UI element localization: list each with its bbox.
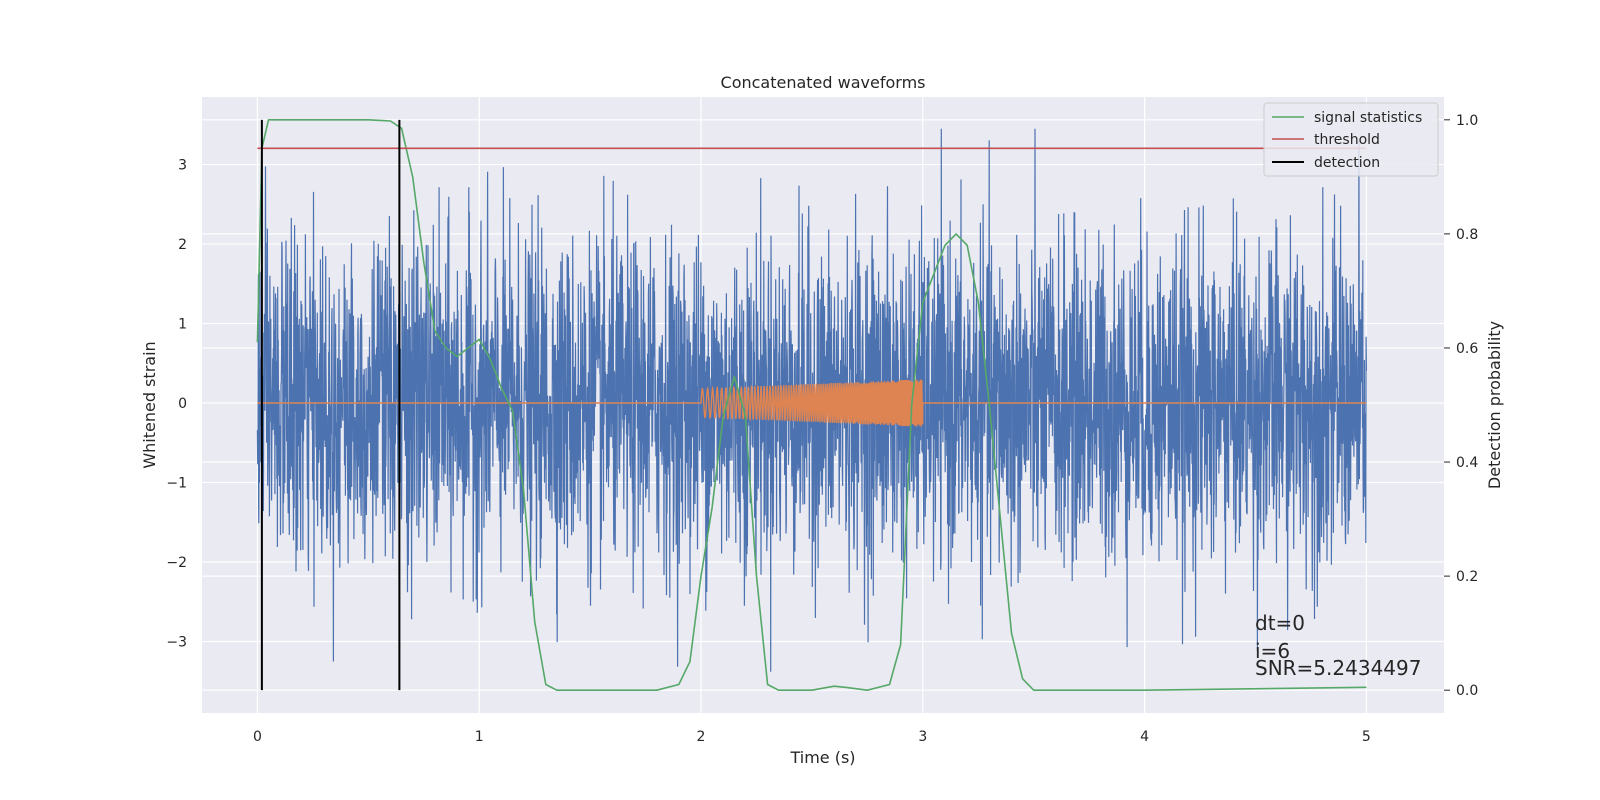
y-left-tick-labels: −3 −2 −1 0 1 2 3 xyxy=(166,158,187,651)
y-axis-left-label: Whitened strain xyxy=(140,341,159,468)
y-right-tick-label: 0.2 xyxy=(1456,569,1478,585)
x-tick-label: 3 xyxy=(918,729,927,745)
y-right-tick-labels: 0.0 0.2 0.4 0.6 0.8 1.0 xyxy=(1444,113,1478,699)
y-left-tick-label: 3 xyxy=(178,158,187,174)
x-tick-label: 0 xyxy=(253,729,262,745)
annotation-dt: dt=0 xyxy=(1255,611,1305,635)
legend-label-signal-statistics: signal statistics xyxy=(1314,110,1422,126)
y-axis-right-label: Detection probability xyxy=(1485,321,1504,489)
legend-label-threshold: threshold xyxy=(1314,132,1380,148)
y-left-tick-label: −3 xyxy=(166,634,187,650)
x-tick-label: 4 xyxy=(1140,729,1149,745)
x-tick-label: 1 xyxy=(475,729,484,745)
y-left-tick-label: 2 xyxy=(178,237,187,253)
annotation-snr: SNR=5.2434497 xyxy=(1255,656,1421,680)
y-right-tick-label: 0.0 xyxy=(1456,683,1478,699)
y-right-tick-label: 1.0 xyxy=(1456,113,1478,129)
legend: signal statistics threshold detection xyxy=(1263,102,1439,177)
plot-clip-group xyxy=(256,119,1368,692)
x-tick-labels: 0 1 2 3 4 5 xyxy=(253,729,1371,745)
y-left-tick-label: −1 xyxy=(166,475,187,491)
annotation-i: i=6 xyxy=(1255,639,1290,663)
series-layer xyxy=(256,119,1368,692)
y-right-tick-label: 0.4 xyxy=(1456,455,1478,471)
y-right-tick-label: 0.8 xyxy=(1456,227,1478,243)
y-left-tick-label: 1 xyxy=(178,317,187,333)
x-axis-label: Time (s) xyxy=(789,748,855,767)
signal-statistics-line xyxy=(256,119,1367,692)
y-left-tick-label: −2 xyxy=(166,555,187,571)
legend-label-detection: detection xyxy=(1314,155,1380,171)
y-left-tick-label: 0 xyxy=(178,396,187,412)
chart-title: Concatenated waveforms xyxy=(721,73,926,92)
y-right-tick-label: 0.6 xyxy=(1456,341,1478,357)
x-tick-label: 5 xyxy=(1362,729,1371,745)
legend-box xyxy=(1263,102,1439,177)
x-tick-label: 2 xyxy=(697,729,706,745)
